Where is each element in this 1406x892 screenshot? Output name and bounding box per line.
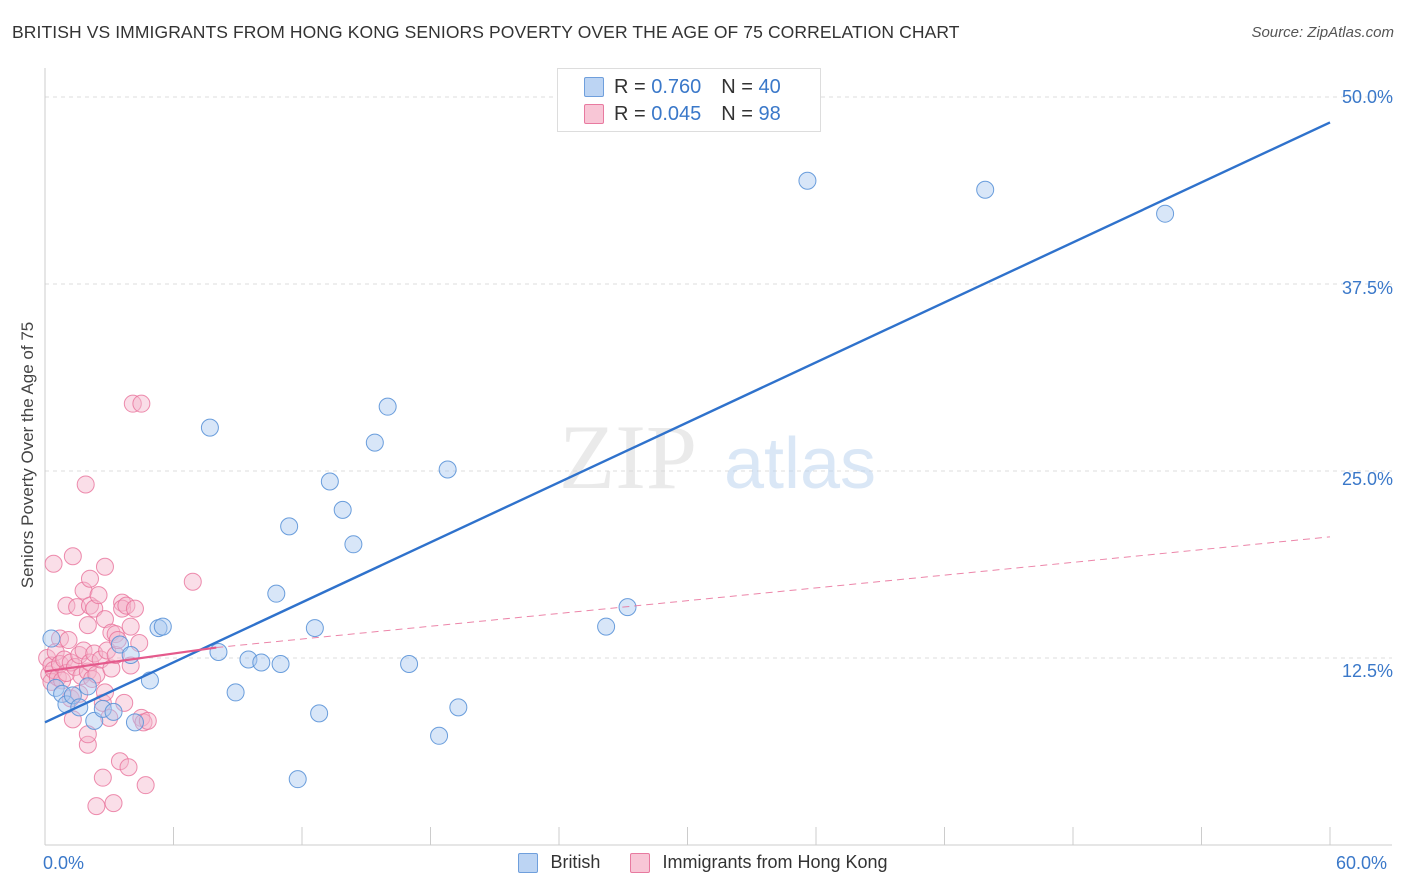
british-point: [597, 617, 616, 636]
hongkong-trend-line-dashed: [216, 536, 1331, 649]
hongkong-point: [121, 617, 140, 636]
british-point: [288, 770, 307, 789]
hongkong-point: [125, 599, 144, 618]
y-tick-label: 25.0%: [1341, 469, 1393, 489]
hongkong-point: [115, 693, 134, 712]
hongkong-point: [63, 710, 82, 729]
british-point: [438, 460, 457, 479]
hongkong-point: [44, 554, 63, 573]
r-label: R =: [614, 75, 646, 98]
british-point: [200, 418, 219, 437]
legend-row-hongkong: R = 0.045 N = 98: [584, 101, 781, 127]
n-label: N =: [721, 75, 753, 98]
british-point: [63, 686, 82, 705]
british-point: [42, 629, 61, 648]
hongkong-point: [80, 569, 99, 588]
hongkong-point: [89, 586, 108, 605]
british-point: [226, 683, 245, 702]
british-point: [153, 617, 172, 636]
british-point: [125, 713, 144, 732]
r-value: 0.045: [651, 102, 702, 125]
hongkong-point: [74, 641, 93, 660]
british-swatch: [518, 852, 539, 873]
british-point: [104, 702, 123, 721]
hongkong-point: [136, 776, 155, 795]
british-point: [1156, 204, 1175, 223]
british-swatch: [584, 77, 604, 97]
y-tick-label: 37.5%: [1341, 278, 1393, 298]
legend-item-british: British: [518, 852, 600, 873]
british-point: [271, 654, 290, 673]
hongkong-point: [138, 711, 157, 730]
y-tick-label: 50.0%: [1341, 87, 1393, 107]
source-label: Source: ZipAtlas.com: [1251, 24, 1394, 41]
hongkong-point: [104, 794, 123, 813]
n-value: 40: [758, 75, 781, 98]
hongkong-point: [87, 797, 106, 816]
british-trend-line: [44, 121, 1331, 724]
british-point: [310, 704, 329, 723]
hongkong-points: [38, 394, 202, 816]
n-value: 98: [758, 102, 781, 125]
hongkong-point: [59, 631, 78, 650]
hongkong-point: [78, 735, 97, 754]
series-legend: British Immigrants from Hong Kong: [0, 852, 1406, 873]
british-point: [209, 643, 228, 662]
legend-label-hongkong: Immigrants from Hong Kong: [662, 852, 888, 872]
british-point: [252, 653, 271, 672]
r-label: R =: [614, 102, 646, 125]
axes: [44, 68, 1392, 846]
hongkong-swatch: [630, 852, 651, 873]
gridlines: [45, 96, 1392, 659]
legend-row-british: R = 0.760 N = 40: [584, 74, 781, 100]
british-point: [320, 472, 339, 491]
hongkong-swatch: [584, 104, 604, 124]
hongkong-point: [121, 656, 140, 675]
n-label: N =: [721, 102, 753, 125]
british-point: [400, 654, 419, 673]
x-tick-label-min: 0.0%: [43, 853, 85, 873]
british-point: [976, 180, 995, 199]
british-point: [280, 517, 299, 536]
hongkong-trend-line: [44, 646, 217, 673]
r-value: 0.760: [651, 75, 702, 98]
hongkong-point: [183, 572, 202, 591]
british-point: [333, 500, 352, 519]
trend-lines: [44, 121, 1331, 724]
chart-title: BRITISH VS IMMIGRANTS FROM HONG KONG SEN…: [12, 22, 960, 42]
legend-item-hongkong: Immigrants from Hong Kong: [630, 852, 888, 873]
british-point: [93, 699, 112, 718]
british-point: [430, 726, 449, 745]
hongkong-point: [132, 394, 151, 413]
british-point: [365, 433, 384, 452]
british-point: [449, 698, 468, 717]
correlation-legend: R = 0.760 N = 40 R = 0.045 N = 98: [557, 68, 821, 132]
legend-label-british: British: [550, 852, 601, 872]
hongkong-point: [93, 768, 112, 787]
hongkong-point: [74, 581, 93, 600]
x-tick-label-max: 60.0%: [1336, 853, 1388, 873]
british-point: [344, 535, 363, 554]
hongkong-point: [76, 475, 95, 494]
hongkong-point: [102, 659, 121, 678]
hongkong-point: [119, 758, 138, 777]
watermark-zip: ZIP: [559, 406, 697, 508]
hongkong-point: [95, 557, 114, 576]
british-point: [305, 619, 324, 638]
watermark-atlas: atlas: [724, 424, 876, 504]
hongkong-point: [106, 646, 125, 665]
y-tick-label: 12.5%: [1341, 661, 1393, 681]
british-point: [267, 584, 286, 603]
hongkong-point: [63, 547, 82, 566]
british-point: [798, 171, 817, 190]
british-point: [78, 677, 97, 696]
british-point: [378, 397, 397, 416]
hongkong-point: [78, 616, 97, 635]
